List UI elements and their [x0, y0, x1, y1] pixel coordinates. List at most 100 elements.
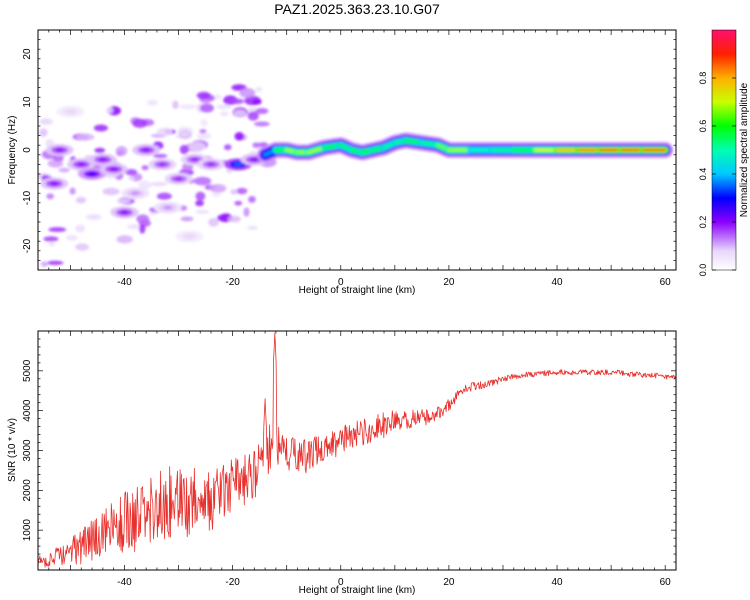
colorbar-frame	[711, 29, 737, 271]
heatmap-blob	[55, 148, 64, 152]
heatmap-blob	[250, 157, 259, 162]
heatmap-cell	[141, 165, 149, 171]
heatmap-cell	[233, 109, 247, 117]
snr-y-tick-label: 4000	[22, 399, 33, 422]
heatmap-cell	[52, 154, 64, 162]
heatmap-cell	[213, 94, 222, 100]
heatmap-cell	[254, 121, 270, 127]
heatmap-cell	[193, 176, 212, 186]
heatmap-blob	[131, 191, 140, 195]
heatmap-blob	[87, 172, 97, 176]
heatmap-cell	[248, 195, 256, 203]
heatmap-blob	[185, 234, 194, 239]
colorbar-tick-label: 0.8	[698, 72, 708, 85]
snr-panel: -40 -20 0 20 40 60 1000 2000 3000 4000 5000 Heigh…	[7, 330, 677, 596]
heatmap-cell	[76, 133, 95, 141]
heatmap-cell	[43, 236, 59, 242]
heatmap-cell	[172, 100, 179, 110]
heatmap-cell	[230, 189, 238, 195]
heatmap-cell	[234, 200, 243, 206]
heatmap-cell	[231, 98, 245, 105]
heatmap-cell	[195, 209, 210, 214]
heatmap-y-tick-label: -10	[22, 190, 33, 205]
snr-y-ticks: 1000 2000 3000 4000 5000	[22, 330, 676, 571]
snr-x-tick-label: -20	[225, 577, 240, 588]
heatmap-y-axis-label: Frequency (Hz)	[7, 116, 18, 185]
heatmap-cell	[66, 234, 78, 241]
heatmap-cell	[175, 133, 193, 139]
heatmap-x-tick-label: 0	[338, 277, 344, 288]
heatmap-blob	[190, 157, 199, 162]
snr-background	[38, 331, 676, 570]
heatmap-blob	[120, 210, 129, 215]
heatmap-cell	[224, 144, 232, 151]
heatmap-blob	[98, 157, 108, 162]
heatmap-cell	[215, 104, 232, 110]
heatmap-cell	[124, 168, 138, 176]
heatmap-cell	[209, 184, 227, 193]
heatmap-cell	[86, 214, 102, 220]
heatmap-cell	[179, 144, 189, 155]
heatmap-cell	[247, 225, 258, 230]
heatmap-x-tick-label: 40	[551, 277, 563, 288]
heatmap-cell	[227, 215, 241, 223]
snr-x-tick-label: 0	[338, 577, 344, 588]
heatmap-cell	[252, 142, 261, 148]
heatmap-cell	[255, 108, 269, 115]
heatmap-cell	[93, 124, 108, 132]
heatmap-y-tick-label: 0	[22, 147, 33, 153]
heatmap-cell	[177, 126, 194, 136]
heatmap-cell	[199, 103, 214, 113]
colorbar-tick-label: 0.0	[698, 264, 708, 277]
heatmap-blob	[66, 109, 75, 114]
heatmap-cell	[136, 214, 150, 224]
heatmap-cell	[105, 107, 114, 114]
heatmap-cell	[117, 198, 131, 204]
snr-series-line	[38, 332, 676, 568]
snr-y-tick-label: 3000	[22, 439, 33, 462]
heatmap-cell	[127, 176, 135, 181]
heatmap-frame	[37, 29, 677, 271]
heatmap-cell	[179, 104, 197, 110]
heatmap-blob	[206, 162, 216, 167]
colorbar-tick-label: 0.6	[698, 120, 708, 133]
snr-y-tick-label: 5000	[22, 359, 33, 382]
heatmap-cell	[219, 111, 229, 117]
heatmap-cell	[75, 224, 86, 233]
heatmap-y-ticks: -20 -10 0 10 20	[22, 29, 676, 271]
heatmap-cell	[39, 118, 53, 125]
heatmap-cell	[46, 193, 55, 200]
heatmap-cell	[48, 227, 67, 233]
heatmap-blob	[50, 181, 59, 186]
snr-x-tick-label: 20	[443, 577, 455, 588]
heatmap-cell	[188, 142, 206, 153]
heatmap-blob	[158, 162, 167, 167]
heatmap-layer	[38, 84, 674, 267]
snr-x-ticks: -40 -20 0 20 40 60	[37, 331, 677, 588]
heatmap-cell	[252, 99, 262, 105]
heatmap-x-tick-label: 20	[443, 277, 455, 288]
heatmap-cell	[156, 192, 172, 200]
heatmap-y-tick-label: 10	[22, 96, 33, 108]
heatmap-cell	[39, 128, 48, 137]
heatmap-cell	[255, 86, 263, 93]
snr-x-axis-label: Height of straight line (km)	[299, 585, 416, 596]
heatmap-cell	[75, 243, 90, 251]
colorbar-label: Normalized spectral amplitude	[739, 82, 750, 217]
heatmap-panel: -40 -20 0 20 40 60 -20 -10 0 10 20 Height of stra…	[7, 29, 677, 296]
colorbar-tick-label: 0.4	[698, 168, 708, 181]
heatmap-cell	[156, 127, 173, 136]
heatmap-cell	[69, 187, 76, 195]
heatmap-cell	[247, 111, 259, 121]
heatmap-cell	[236, 187, 248, 195]
heatmap-cell	[180, 216, 194, 222]
heatmap-y-tick-label: 20	[22, 48, 33, 60]
heatmap-cell	[195, 191, 206, 201]
heatmap-cell	[197, 132, 212, 140]
chart-title: PAZ1.2025.363.23.10.G07	[274, 1, 440, 17]
heatmap-cell	[48, 241, 56, 247]
heatmap-cell	[139, 224, 146, 234]
heatmap-cell	[211, 192, 221, 198]
snr-x-tick-label: -40	[117, 577, 132, 588]
